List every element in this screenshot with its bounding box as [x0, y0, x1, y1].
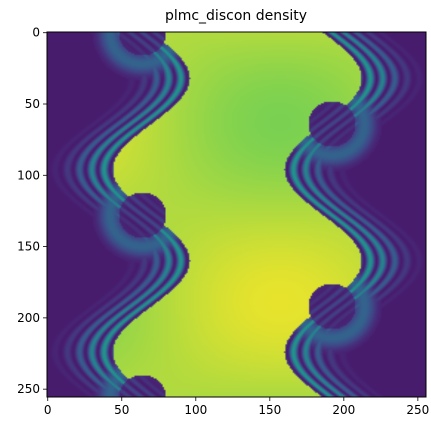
y-tick-label: 0: [32, 26, 40, 40]
y-tick-label: 200: [17, 311, 40, 325]
heatmap-area: [47, 32, 426, 397]
chart-title: plmc_discon density: [165, 8, 307, 24]
x-tick-label: 100: [184, 403, 207, 417]
x-tick-label: 50: [114, 403, 129, 417]
x-tick-label: 0: [44, 403, 52, 417]
y-tick-label: 100: [17, 168, 40, 182]
x-tick-label: 200: [332, 403, 355, 417]
y-axis: 0 50 100 150 200 250: [17, 26, 47, 396]
y-tick-label: 50: [25, 97, 40, 111]
heatmap-image-holder: [47, 32, 426, 397]
x-axis: 0 50 100 150 200 250: [44, 397, 429, 417]
y-tick-label: 250: [17, 382, 40, 396]
y-tick-label: 150: [17, 240, 40, 254]
x-tick-label: 250: [406, 403, 429, 417]
x-tick-label: 150: [258, 403, 281, 417]
heatmap-image: [47, 32, 426, 397]
